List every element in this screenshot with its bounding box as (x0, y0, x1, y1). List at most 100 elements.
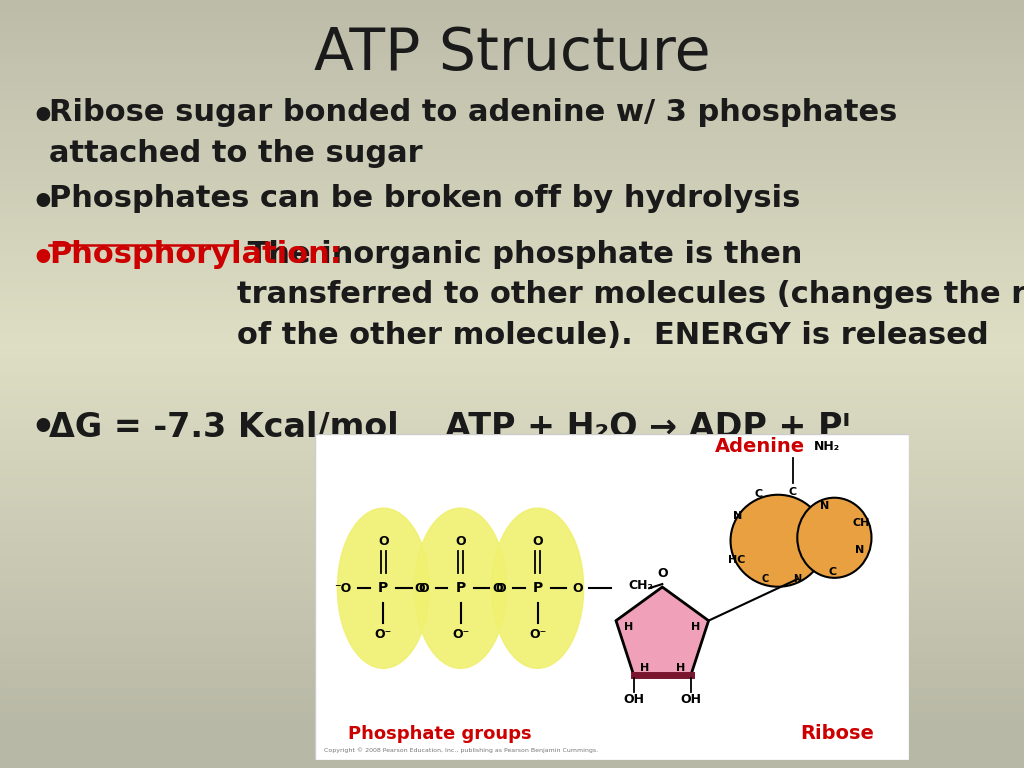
Bar (0, 77, 1024, 81)
Bar (0, 676, 1024, 680)
Bar (0, 35, 1024, 38)
Bar (0, 238, 1024, 242)
Bar (0, 756, 1024, 760)
Bar (0, 338, 1024, 342)
Text: Phosphate groups: Phosphate groups (348, 725, 531, 743)
Text: O: O (496, 581, 506, 594)
Bar (0, 284, 1024, 288)
Text: •: • (31, 184, 55, 222)
Bar (0, 319, 1024, 323)
Bar (0, 611, 1024, 614)
Bar (0, 376, 1024, 380)
Bar (0, 680, 1024, 684)
Bar (0, 242, 1024, 246)
Bar (0, 660, 1024, 664)
Bar (0, 476, 1024, 480)
Bar (0, 480, 1024, 484)
Bar (0, 50, 1024, 54)
Bar (0, 518, 1024, 522)
Bar (0, 396, 1024, 399)
Bar (0, 276, 1024, 280)
Bar (0, 196, 1024, 200)
Bar (0, 73, 1024, 77)
Bar (0, 764, 1024, 768)
Bar (0, 330, 1024, 334)
Text: O⁻: O⁻ (375, 628, 392, 641)
Bar (0, 419, 1024, 422)
Bar (0, 349, 1024, 353)
Ellipse shape (415, 508, 507, 668)
Text: C: C (788, 487, 797, 497)
Bar (0, 687, 1024, 691)
Bar (0, 668, 1024, 672)
Text: CH₂: CH₂ (629, 579, 653, 592)
Ellipse shape (337, 508, 429, 668)
Bar (0, 630, 1024, 634)
Text: ⁻O: ⁻O (335, 581, 351, 594)
Bar (0, 111, 1024, 115)
Bar (0, 434, 1024, 438)
Bar (0, 58, 1024, 61)
Bar (0, 492, 1024, 495)
Bar (0, 691, 1024, 695)
Bar (0, 104, 1024, 108)
Bar (0, 108, 1024, 111)
Bar (0, 607, 1024, 611)
Bar (0, 211, 1024, 215)
Bar (0, 303, 1024, 307)
Bar (0, 549, 1024, 553)
Text: Ribose sugar bonded to adenine w/ 3 phosphates
attached to the sugar: Ribose sugar bonded to adenine w/ 3 phos… (49, 98, 897, 167)
Text: Copyright © 2008 Pearson Education, Inc., publishing as Pearson Benjamin Cumming: Copyright © 2008 Pearson Education, Inc.… (324, 747, 598, 753)
Text: OH: OH (624, 694, 644, 707)
Bar (0, 403, 1024, 407)
Text: N: N (733, 511, 742, 521)
FancyBboxPatch shape (315, 434, 908, 760)
Bar (0, 131, 1024, 134)
Text: O⁻: O⁻ (529, 628, 546, 641)
Bar (0, 154, 1024, 157)
Text: H: H (640, 663, 649, 673)
Bar (0, 399, 1024, 403)
Bar (0, 296, 1024, 300)
Bar (0, 311, 1024, 315)
Bar (0, 65, 1024, 69)
Bar (0, 603, 1024, 607)
Text: Ribose: Ribose (801, 724, 874, 743)
Bar (0, 392, 1024, 396)
Bar (0, 69, 1024, 73)
Text: NH₂: NH₂ (814, 441, 840, 453)
Bar (0, 253, 1024, 257)
Bar (0, 741, 1024, 745)
Bar (0, 657, 1024, 660)
Bar (0, 88, 1024, 92)
Bar (0, 188, 1024, 192)
Bar (0, 315, 1024, 319)
Bar (0, 180, 1024, 184)
Text: HC: HC (728, 554, 745, 564)
Bar (0, 726, 1024, 730)
Bar (0, 15, 1024, 19)
Bar (0, 699, 1024, 703)
Bar (0, 273, 1024, 276)
Bar (0, 288, 1024, 292)
Bar (0, 204, 1024, 207)
Bar (0, 257, 1024, 261)
Bar (0, 138, 1024, 142)
Bar (0, 157, 1024, 161)
Bar (0, 38, 1024, 42)
Bar (0, 684, 1024, 687)
Bar (0, 177, 1024, 180)
Bar (0, 227, 1024, 230)
Bar (0, 645, 1024, 649)
Bar (0, 161, 1024, 165)
Bar (0, 230, 1024, 234)
Bar (0, 449, 1024, 453)
Bar (0, 200, 1024, 204)
Text: O: O (532, 535, 543, 548)
Text: Phosphorylation:: Phosphorylation: (49, 240, 342, 269)
Bar (0, 664, 1024, 668)
Bar (0, 649, 1024, 653)
Bar (0, 380, 1024, 384)
Bar (0, 653, 1024, 657)
Bar (0, 357, 1024, 361)
